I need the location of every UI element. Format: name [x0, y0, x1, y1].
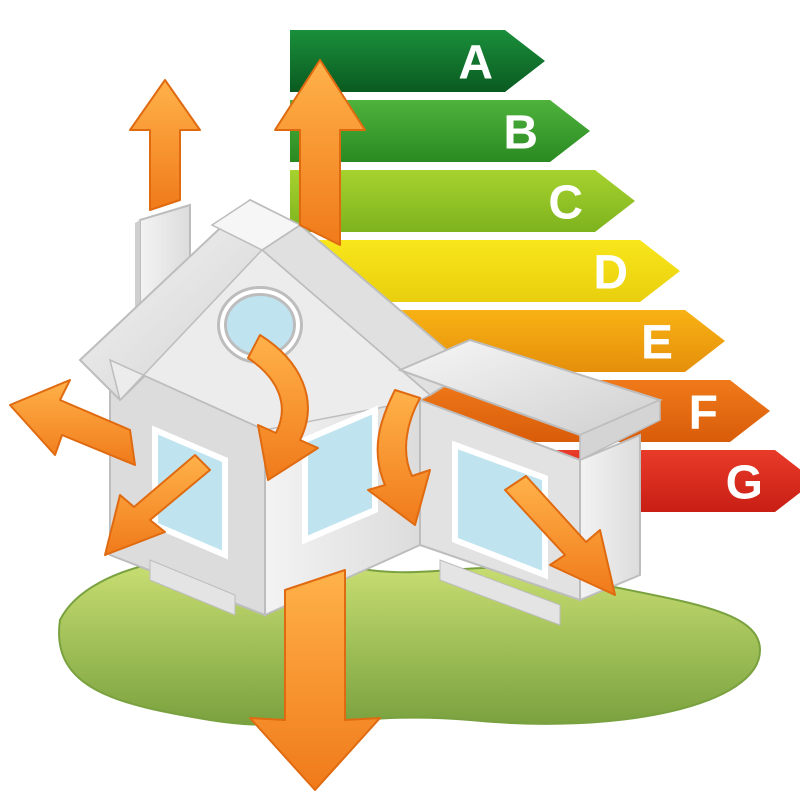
rating-label-d: D [593, 246, 628, 299]
energy-efficiency-diagram: ABCDEFG [0, 0, 800, 800]
diagram-svg: ABCDEFG [0, 0, 800, 800]
rating-bar-c [290, 170, 635, 232]
rating-label-f: F [689, 386, 718, 439]
rating-label-a: A [458, 36, 493, 89]
rating-label-e: E [641, 316, 673, 369]
heat-arrow-chimney-up-icon [130, 80, 200, 210]
rating-label-g: G [726, 456, 763, 509]
rating-label-c: C [548, 176, 583, 229]
rating-label-b: B [503, 106, 538, 159]
